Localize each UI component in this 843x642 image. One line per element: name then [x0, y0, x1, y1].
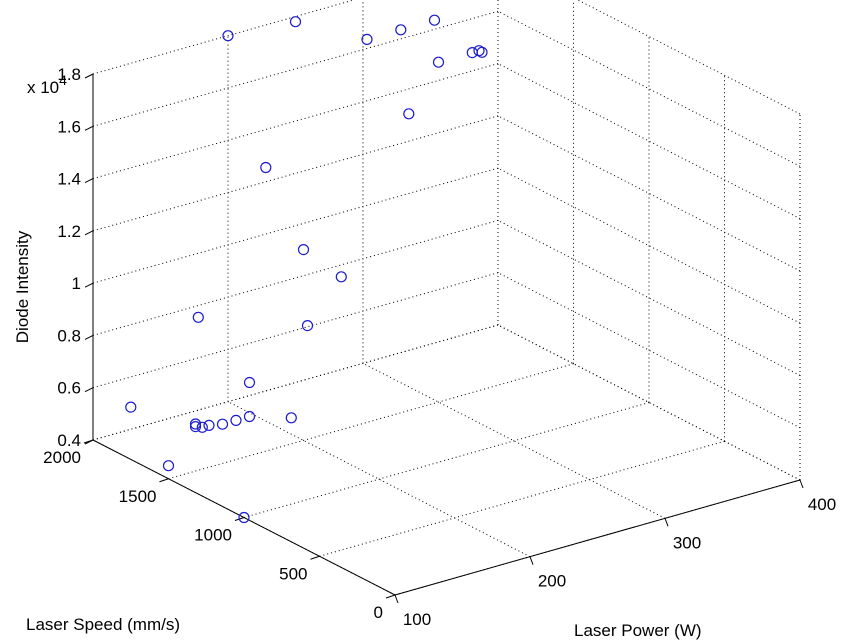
- data-point: [297, 244, 310, 256]
- z-multiplier-base: x 10: [27, 78, 59, 97]
- data-point: [403, 108, 415, 120]
- z-tick-label: 0.6: [57, 379, 81, 398]
- data-point: [125, 401, 137, 413]
- point-layer: [125, 14, 488, 524]
- data-point: [189, 421, 202, 433]
- z-tick-mark: [84, 125, 94, 131]
- y-tick-mark: [310, 555, 320, 560]
- y-tick-label: 1500: [119, 487, 157, 506]
- back-wall-grid-line: [92, 10, 499, 127]
- z-tick-label: 1: [72, 274, 81, 293]
- data-point: [203, 419, 215, 431]
- data-point: [285, 412, 297, 424]
- side-wall-grid-line: [497, 167, 801, 324]
- data-point: [196, 421, 208, 433]
- floor-grid-line: [227, 401, 531, 558]
- floor-grid-line: [362, 362, 666, 519]
- data-point: [361, 33, 373, 46]
- z-tick-mark: [84, 282, 94, 288]
- grid-layer: [92, 0, 801, 596]
- z-tick-mark: [84, 73, 94, 79]
- back-wall-grid-line: [92, 324, 499, 441]
- side-wall-grid-line: [497, 324, 801, 481]
- y-tick-label: 500: [279, 564, 307, 583]
- x-tick-mark: [529, 556, 534, 565]
- side-wall-grid-line: [497, 219, 801, 376]
- back-wall-grid-line: [92, 219, 499, 336]
- x-tick-label: 200: [538, 572, 566, 591]
- z-tick-label: 0.4: [57, 431, 81, 450]
- floor-grid-line: [243, 402, 650, 518]
- x-tick-label: 100: [403, 610, 431, 629]
- data-point: [289, 16, 302, 28]
- y-tick-mark: [159, 478, 169, 483]
- floor-grid-line: [168, 363, 574, 480]
- x-axis-label: Laser Power (W): [574, 621, 702, 640]
- side-wall-grid-line: [497, 272, 801, 429]
- z-tick-label: 1.4: [57, 170, 81, 189]
- data-point: [260, 161, 272, 174]
- z-axis-label: Diode Intensity: [13, 230, 32, 343]
- x-tick-mark: [799, 479, 804, 489]
- z-tick-mark: [84, 439, 94, 445]
- z-multiplier: x 104: [27, 72, 67, 97]
- data-point: [230, 414, 242, 426]
- side-wall-grid-line: [576, 0, 801, 115]
- z-tick-label: 1.2: [57, 222, 81, 241]
- data-point: [243, 410, 256, 423]
- z-multiplier-exponent: 4: [59, 72, 67, 88]
- side-wall-grid-line: [497, 63, 801, 220]
- z-tick-mark: [84, 334, 94, 340]
- z-tick-mark: [84, 387, 94, 393]
- z-tick-mark: [84, 230, 94, 236]
- data-point: [428, 14, 441, 26]
- x-axis-line: [394, 479, 801, 596]
- data-point: [243, 376, 256, 389]
- y-tick-mark: [385, 594, 396, 599]
- z-tick-label: 1.6: [57, 117, 81, 136]
- z-tick-label: 1.8: [57, 65, 81, 84]
- y-tick-label: 1000: [194, 526, 232, 545]
- y-tick-label: 2000: [43, 448, 81, 467]
- data-point: [216, 418, 229, 430]
- back-wall-grid-line: [92, 0, 356, 75]
- z-tick-mark: [84, 178, 94, 184]
- x-tick-label: 400: [808, 495, 836, 514]
- x-tick-mark: [394, 594, 399, 604]
- data-point: [301, 320, 314, 332]
- side-wall-grid-line: [497, 10, 801, 167]
- data-point: [189, 418, 202, 430]
- y-tick-label: 0: [374, 603, 383, 622]
- back-wall-grid-line: [92, 272, 499, 389]
- data-point: [162, 460, 175, 472]
- data-point: [335, 271, 347, 283]
- x-tick-mark: [664, 518, 669, 527]
- data-point: [466, 46, 478, 59]
- data-point: [238, 511, 250, 524]
- back-wall-grid-line: [92, 167, 499, 284]
- data-point: [222, 30, 234, 42]
- floor-grid-line: [92, 324, 499, 441]
- x-tick-label: 300: [673, 533, 701, 552]
- z-tick-label: 0.8: [57, 326, 81, 345]
- data-point: [192, 311, 204, 323]
- y-axis-label: Laser Speed (mm/s): [26, 615, 180, 634]
- axis-layer: [83, 73, 804, 604]
- back-wall-grid-line: [92, 115, 499, 232]
- data-point: [432, 56, 445, 68]
- floor-grid-line: [319, 440, 725, 557]
- side-wall-grid-line: [497, 115, 801, 272]
- back-wall-grid-line: [92, 63, 499, 180]
- data-point: [395, 24, 407, 36]
- data-point: [476, 46, 488, 58]
